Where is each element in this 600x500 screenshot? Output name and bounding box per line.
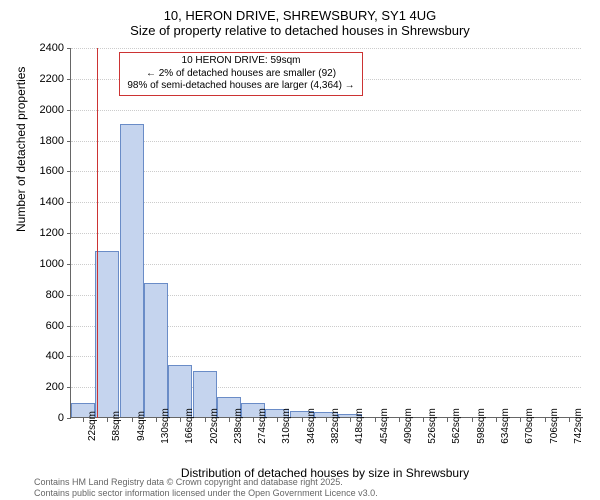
ytick-mark	[67, 79, 71, 80]
footer-attribution: Contains HM Land Registry data © Crown c…	[34, 477, 378, 498]
xtick-mark	[83, 418, 84, 422]
annotation-line2: ← 2% of detached houses are smaller (92)	[126, 68, 356, 81]
histogram-bar	[120, 124, 144, 417]
ytick-mark	[67, 264, 71, 265]
xtick-mark	[496, 418, 497, 422]
gridline	[71, 202, 581, 203]
title-block: 10, HERON DRIVE, SHREWSBURY, SY1 4UG Siz…	[0, 0, 600, 38]
ytick-mark	[67, 387, 71, 388]
sub-title: Size of property relative to detached ho…	[0, 23, 600, 38]
xtick-mark	[180, 418, 181, 422]
xtick-mark	[520, 418, 521, 422]
footer-line-1: Contains HM Land Registry data © Crown c…	[34, 477, 378, 487]
chart-area: 0200400600800100012001400160018002000220…	[70, 48, 580, 418]
xtick-label: 490sqm	[403, 408, 414, 444]
xtick-mark	[229, 418, 230, 422]
xtick-label: 706sqm	[549, 408, 560, 444]
xtick-label: 634sqm	[500, 408, 511, 444]
xtick-label: 598sqm	[476, 408, 487, 444]
gridline	[71, 264, 581, 265]
annotation-marker-line	[97, 48, 98, 418]
xtick-mark	[569, 418, 570, 422]
xtick-mark	[205, 418, 206, 422]
ytick-label: 400	[46, 350, 64, 362]
gridline	[71, 48, 581, 49]
ytick-mark	[67, 356, 71, 357]
ytick-label: 0	[58, 412, 64, 424]
annotation-line1: 10 HERON DRIVE: 59sqm	[126, 55, 356, 68]
annotation-line3: 98% of semi-detached houses are larger (…	[126, 80, 356, 93]
ytick-label: 2200	[40, 73, 64, 85]
xtick-mark	[156, 418, 157, 422]
gridline	[71, 141, 581, 142]
ytick-label: 1200	[40, 227, 64, 239]
xtick-mark	[326, 418, 327, 422]
xtick-label: 562sqm	[451, 408, 462, 444]
footer-line-2: Contains public sector information licen…	[34, 488, 378, 498]
ytick-mark	[67, 295, 71, 296]
xtick-label: 742sqm	[573, 408, 584, 444]
ytick-label: 600	[46, 320, 64, 332]
xtick-label: 670sqm	[524, 408, 535, 444]
ytick-label: 2000	[40, 104, 64, 116]
gridline	[71, 233, 581, 234]
gridline	[71, 171, 581, 172]
ytick-label: 1400	[40, 196, 64, 208]
annotation-box: 10 HERON DRIVE: 59sqm← 2% of detached ho…	[119, 52, 363, 96]
xtick-label: 526sqm	[427, 408, 438, 444]
xtick-mark	[447, 418, 448, 422]
xtick-mark	[132, 418, 133, 422]
histogram-bar	[144, 283, 168, 417]
plot-region: 0200400600800100012001400160018002000220…	[70, 48, 580, 418]
xtick-mark	[375, 418, 376, 422]
ytick-mark	[67, 326, 71, 327]
y-axis-label: Number of detached properties	[14, 67, 28, 232]
xtick-mark	[302, 418, 303, 422]
ytick-mark	[67, 418, 71, 419]
xtick-mark	[423, 418, 424, 422]
xtick-label: 418sqm	[354, 408, 365, 444]
xtick-mark	[277, 418, 278, 422]
xtick-label: 454sqm	[379, 408, 390, 444]
ytick-label: 1600	[40, 165, 64, 177]
histogram-bar	[95, 251, 119, 418]
xtick-mark	[107, 418, 108, 422]
main-title: 10, HERON DRIVE, SHREWSBURY, SY1 4UG	[0, 8, 600, 23]
ytick-mark	[67, 171, 71, 172]
ytick-mark	[67, 202, 71, 203]
gridline	[71, 110, 581, 111]
ytick-label: 800	[46, 289, 64, 301]
ytick-label: 1800	[40, 135, 64, 147]
ytick-label: 200	[46, 381, 64, 393]
ytick-mark	[67, 233, 71, 234]
ytick-label: 2400	[40, 42, 64, 54]
xtick-mark	[472, 418, 473, 422]
xtick-mark	[399, 418, 400, 422]
ytick-mark	[67, 48, 71, 49]
ytick-label: 1000	[40, 258, 64, 270]
xtick-mark	[253, 418, 254, 422]
xtick-mark	[350, 418, 351, 422]
ytick-mark	[67, 141, 71, 142]
ytick-mark	[67, 110, 71, 111]
xtick-mark	[545, 418, 546, 422]
